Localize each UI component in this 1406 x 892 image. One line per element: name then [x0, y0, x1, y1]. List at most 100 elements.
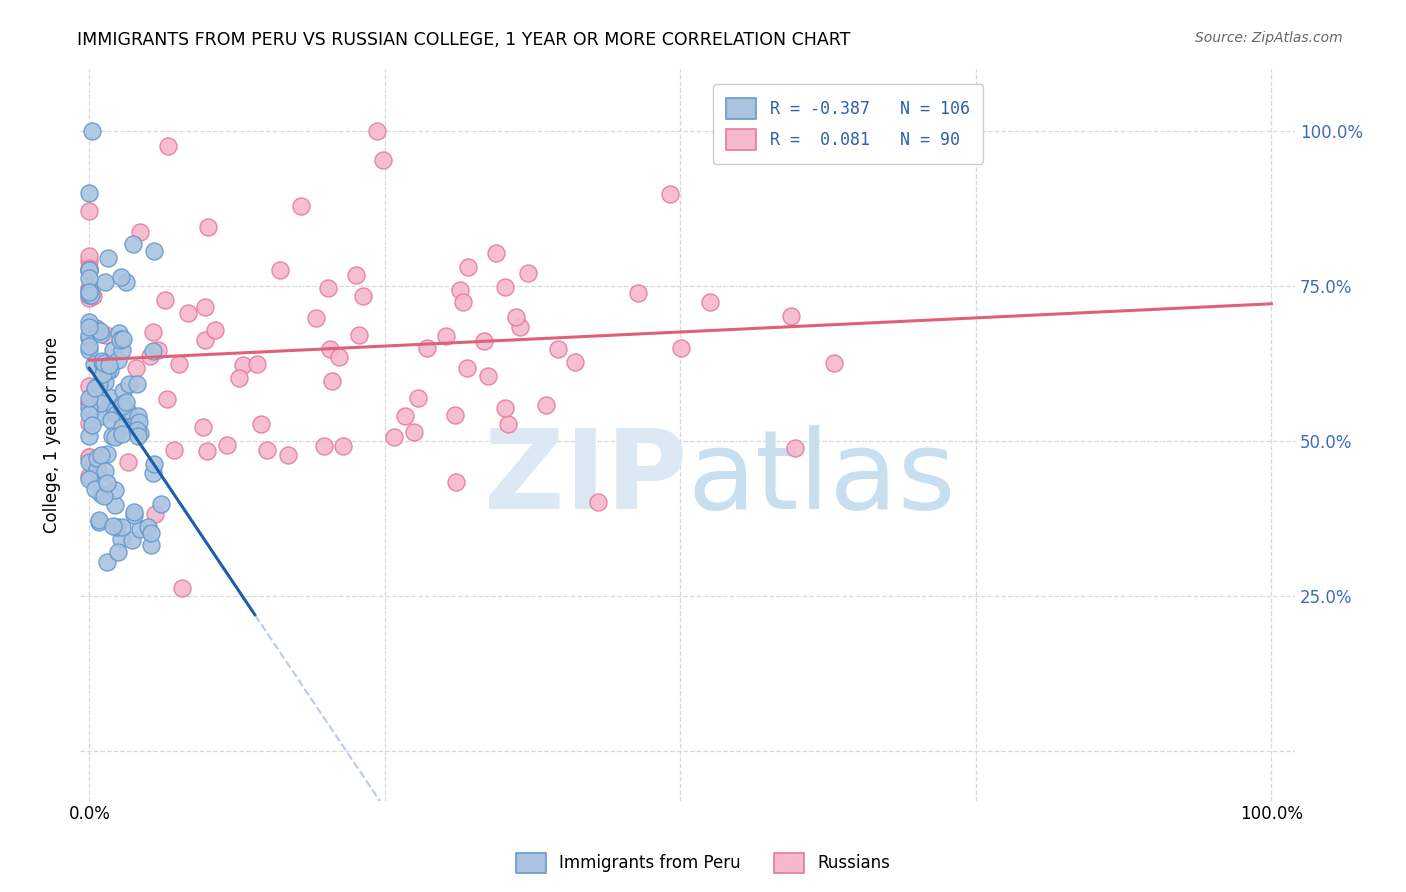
Point — [143, 457, 166, 471]
Point — [107, 520, 129, 534]
Point — [163, 443, 186, 458]
Point — [79, 287, 101, 301]
Point — [79, 285, 101, 299]
Point — [79, 392, 101, 406]
Point — [101, 519, 124, 533]
Point — [509, 319, 531, 334]
Point — [118, 376, 141, 391]
Point — [79, 472, 101, 486]
Point — [94, 464, 117, 478]
Point — [79, 260, 101, 275]
Text: IMMIGRANTS FROM PERU VS RUSSIAN COLLEGE, 1 YEAR OR MORE CORRELATION CHART: IMMIGRANTS FROM PERU VS RUSSIAN COLLEGE,… — [77, 31, 851, 49]
Point — [101, 429, 124, 443]
Point — [446, 475, 468, 490]
Point — [98, 363, 121, 377]
Point — [79, 262, 101, 277]
Point — [167, 357, 190, 371]
Point — [79, 450, 101, 465]
Point — [115, 275, 138, 289]
Point — [366, 123, 388, 137]
Point — [328, 350, 350, 364]
Point — [89, 326, 111, 341]
Point — [110, 343, 132, 357]
Point — [823, 356, 845, 370]
Point — [129, 226, 152, 240]
Point — [79, 331, 101, 345]
Point — [195, 444, 218, 458]
Point — [382, 430, 405, 444]
Point — [371, 153, 394, 168]
Point — [494, 280, 516, 294]
Point — [256, 443, 278, 458]
Point — [79, 328, 101, 343]
Point — [494, 401, 516, 416]
Point — [79, 343, 101, 358]
Point — [148, 343, 170, 358]
Point — [122, 508, 145, 522]
Point — [79, 281, 101, 295]
Point — [128, 416, 150, 430]
Text: Source: ZipAtlas.com: Source: ZipAtlas.com — [1195, 31, 1343, 45]
Point — [79, 270, 101, 285]
Point — [124, 418, 146, 433]
Point — [332, 439, 354, 453]
Point — [314, 439, 336, 453]
Point — [79, 395, 101, 409]
Point — [94, 360, 117, 375]
Point — [89, 324, 111, 338]
Point — [79, 469, 101, 483]
Point — [249, 417, 271, 432]
Point — [125, 361, 148, 376]
Point — [100, 413, 122, 427]
Point — [451, 295, 474, 310]
Point — [90, 396, 112, 410]
Point — [104, 403, 127, 417]
Point — [444, 409, 467, 423]
Point — [155, 293, 177, 308]
Point — [127, 409, 149, 423]
Point — [782, 123, 804, 137]
Point — [96, 476, 118, 491]
Point — [290, 198, 312, 212]
Point — [93, 490, 115, 504]
Point — [110, 270, 132, 285]
Point — [96, 403, 118, 417]
Point — [87, 463, 110, 477]
Point — [402, 425, 425, 439]
Point — [141, 526, 163, 541]
Point — [79, 395, 101, 409]
Point — [534, 398, 557, 412]
Point — [84, 321, 107, 335]
Point — [97, 358, 120, 372]
Point — [111, 397, 134, 411]
Point — [177, 306, 200, 320]
Point — [108, 334, 131, 348]
Point — [228, 371, 250, 385]
Point — [111, 399, 134, 413]
Point — [394, 409, 416, 423]
Point — [269, 262, 291, 277]
Point — [136, 520, 159, 534]
Point — [321, 374, 343, 388]
Point — [449, 284, 471, 298]
Point — [277, 449, 299, 463]
Point — [217, 438, 239, 452]
Point — [125, 423, 148, 437]
Point — [127, 377, 149, 392]
Point — [94, 275, 117, 289]
Point — [90, 487, 112, 501]
Point — [194, 300, 217, 314]
Point — [659, 187, 682, 202]
Point — [96, 555, 118, 569]
Point — [111, 420, 134, 434]
Point — [86, 451, 108, 466]
Point — [87, 515, 110, 529]
Text: ZIP: ZIP — [484, 425, 688, 532]
Point — [142, 244, 165, 258]
Point — [474, 334, 496, 349]
Point — [90, 448, 112, 462]
Point — [139, 537, 162, 551]
Point — [104, 498, 127, 512]
Point — [170, 582, 193, 596]
Point — [669, 341, 692, 355]
